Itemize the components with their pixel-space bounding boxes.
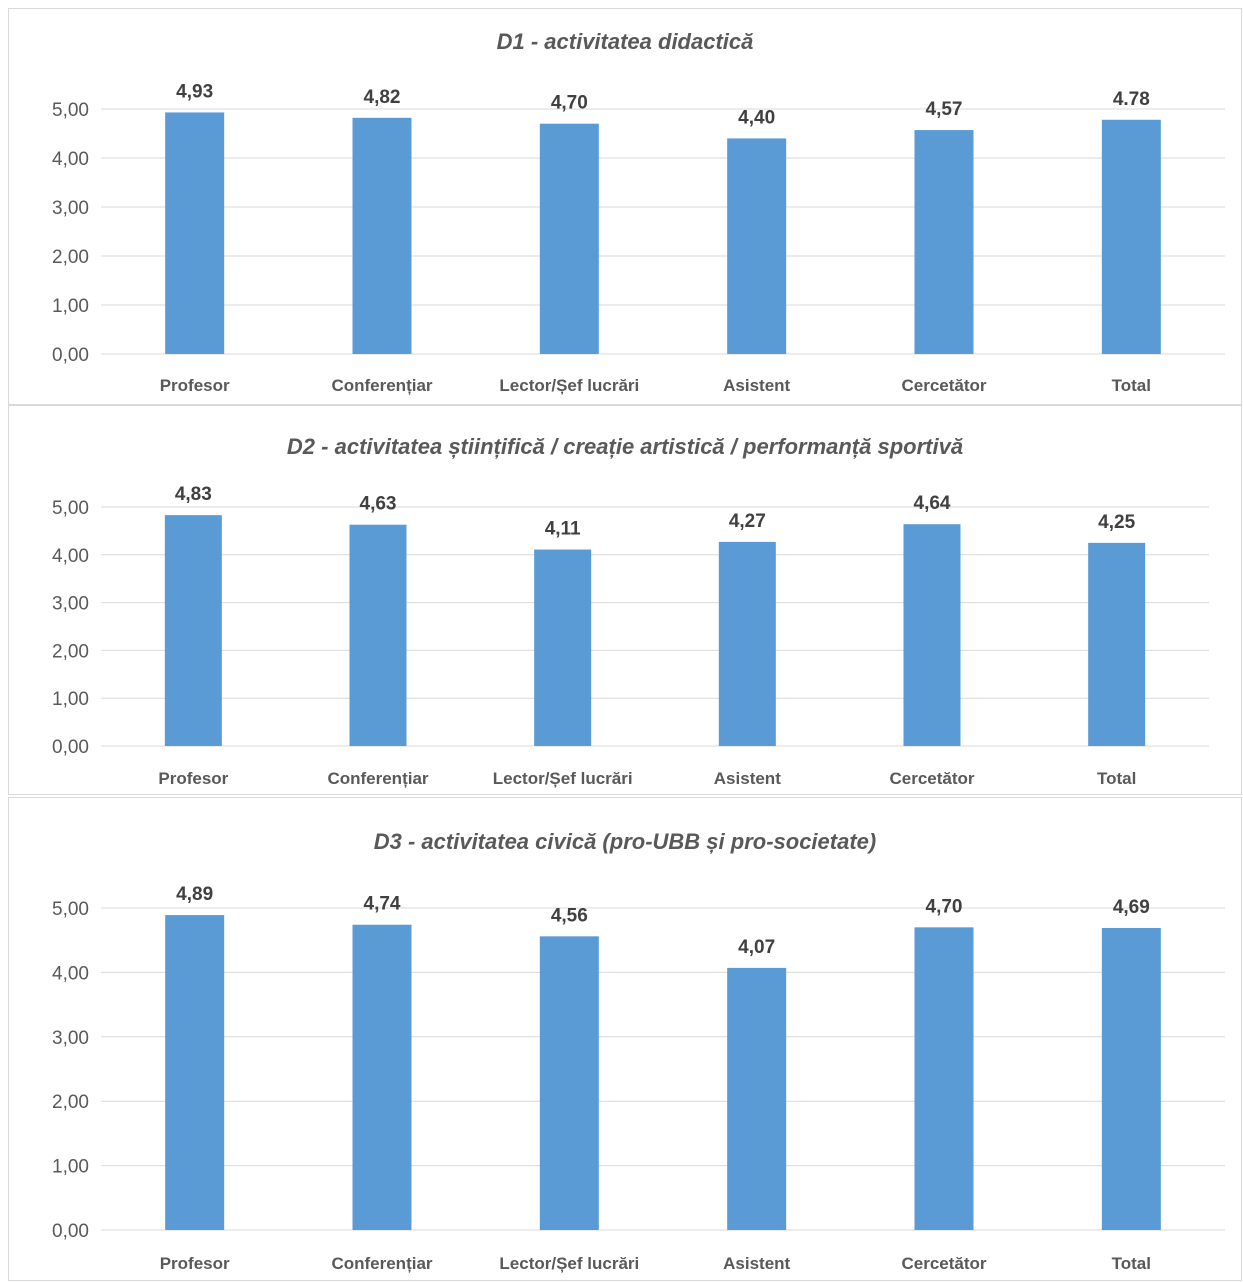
data-label: 4,64 — [914, 493, 951, 514]
y-tick-label: 3,00 — [52, 1028, 89, 1049]
category-label: Profesor — [158, 769, 228, 788]
category-label: Cercetător — [901, 376, 986, 395]
bar — [165, 915, 225, 1230]
bar — [539, 936, 599, 1230]
category-label: Cercetător — [889, 769, 974, 788]
y-tick-label: 1,00 — [52, 689, 89, 710]
y-tick-label: 3,00 — [52, 594, 89, 615]
category-label: Asistent — [723, 1254, 790, 1273]
category-label: Profesor — [160, 376, 230, 395]
data-label: 4,83 — [175, 484, 212, 505]
bar — [727, 967, 787, 1230]
data-label: 4,27 — [729, 511, 766, 532]
y-tick-label: 3,00 — [52, 198, 89, 219]
bar-chart-d1: 0,00 1,00 2,00 3,00 4,00 5,00 4,93 Profesor 4,82… — [52, 81, 1225, 395]
chart-panel-d2: D2 - activitatea științifică / creație a… — [8, 405, 1242, 795]
bar — [1101, 119, 1161, 354]
bar — [539, 123, 599, 354]
data-label: 4,07 — [738, 937, 775, 958]
category-label: Lector/Șef lucrări — [499, 1254, 639, 1273]
category-label: Lector/Șef lucrări — [499, 376, 639, 395]
category-label: Profesor — [160, 1254, 230, 1273]
category-label: Total — [1097, 769, 1136, 788]
y-tick-label: 1,00 — [52, 296, 89, 317]
chart-title-d3: D3 - activitatea civică (pro-UBB și pro-… — [373, 829, 877, 854]
category-label: Lector/Șef lucrări — [493, 769, 633, 788]
chart-panel-d1: D1 - activitatea didactică 0,00 1,00 2,00 3… — [8, 8, 1242, 405]
y-tick-label: 5,00 — [52, 100, 89, 121]
y-tick-label: 1,00 — [52, 1157, 89, 1178]
bar — [534, 549, 592, 746]
data-label: 4,74 — [364, 894, 401, 915]
category-label: Total — [1112, 1254, 1151, 1273]
y-tick-label: 2,00 — [52, 247, 89, 268]
category-label: Cercetător — [901, 1254, 986, 1273]
data-label: 4.78 — [1113, 89, 1150, 110]
y-tick-label: 2,00 — [52, 641, 89, 662]
category-label: Total — [1112, 376, 1151, 395]
chart-title-d1: D1 - activitatea didactică — [496, 29, 754, 54]
data-label: 4,82 — [364, 87, 401, 108]
bar — [718, 541, 776, 746]
y-tick-label: 0,00 — [52, 737, 89, 758]
chart-title-d2: D2 - activitatea științifică / creație a… — [286, 434, 964, 459]
bar — [164, 515, 222, 746]
category-label: Asistent — [714, 769, 781, 788]
chart-panel-d3: D3 - activitatea civică (pro-UBB și pro-… — [8, 797, 1242, 1281]
bar — [1088, 542, 1146, 746]
bar-chart-d2: 0,00 1,00 2,00 3,00 4,00 5,00 4,83 Profesor 4,63… — [52, 484, 1209, 788]
bar — [914, 927, 974, 1230]
y-tick-label: 2,00 — [52, 1092, 89, 1113]
bar — [903, 524, 961, 746]
category-label: Conferențiar — [331, 1254, 432, 1273]
bar — [914, 130, 974, 354]
category-label: Conferențiar — [327, 769, 428, 788]
data-label: 4,69 — [1113, 897, 1150, 918]
data-label: 4,57 — [926, 99, 963, 120]
data-label: 4,56 — [551, 905, 588, 926]
data-label: 4,70 — [926, 896, 963, 917]
data-label: 4,89 — [176, 884, 213, 905]
y-tick-label: 0,00 — [52, 345, 89, 366]
data-label: 4,63 — [360, 494, 397, 515]
y-tick-label: 4,00 — [52, 149, 89, 170]
y-tick-label: 5,00 — [52, 498, 89, 519]
y-tick-label: 4,00 — [52, 546, 89, 567]
bar — [349, 524, 407, 746]
category-label: Asistent — [723, 376, 790, 395]
data-label: 4,70 — [551, 93, 588, 114]
y-tick-label: 4,00 — [52, 963, 89, 984]
data-label: 4,25 — [1098, 512, 1135, 533]
category-label: Conferențiar — [331, 376, 432, 395]
data-label: 4,11 — [545, 519, 581, 540]
bar — [1101, 927, 1161, 1230]
bar — [165, 112, 225, 355]
y-tick-label: 5,00 — [52, 899, 89, 920]
bar — [352, 117, 412, 354]
data-label: 4,40 — [738, 107, 775, 128]
data-label: 4,93 — [176, 81, 213, 102]
bar-chart-d3: 0,00 1,00 2,00 3,00 4,00 5,00 4,89 Profesor 4,74… — [52, 884, 1225, 1273]
bar — [352, 924, 412, 1230]
y-tick-label: 0,00 — [52, 1221, 89, 1242]
bar — [727, 138, 787, 354]
